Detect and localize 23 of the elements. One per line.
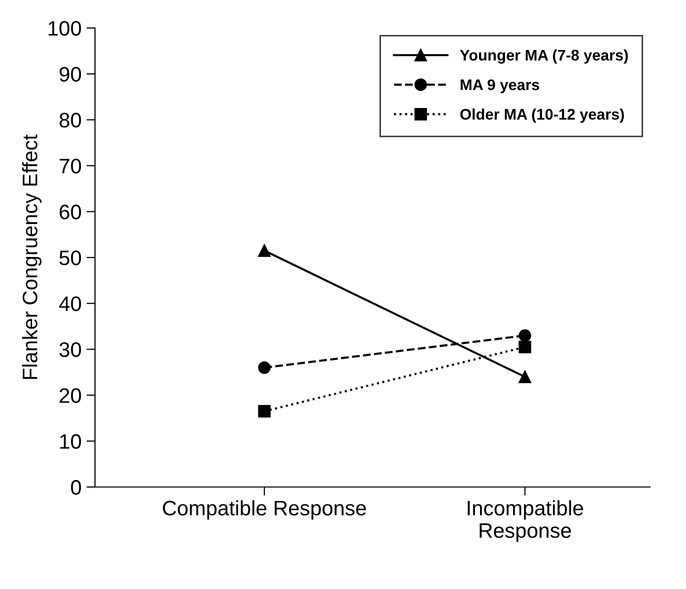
y-tick-label: 20 <box>60 388 81 403</box>
y-tick-label: 100 <box>48 21 81 36</box>
y-axis-title: Flanker Congruency Effect <box>22 134 42 379</box>
y-tick-label: 30 <box>59 342 81 358</box>
y-tick-label: 40 <box>59 296 81 312</box>
legend-label: Younger MA (7-8 years) <box>460 49 628 64</box>
y-tick-label: 10 <box>60 434 81 449</box>
y-tick-label: 90 <box>60 66 81 82</box>
point <box>258 244 271 257</box>
y-tick-label: 0 <box>71 480 81 495</box>
point <box>258 405 271 418</box>
legend-label: MA 9 years <box>460 79 540 94</box>
y-tick-label: 80 <box>60 112 81 128</box>
point <box>258 361 271 374</box>
legend-label: Older MA (10-12 years) <box>460 108 624 123</box>
point <box>518 370 532 384</box>
x-tick-label: Compatible Response <box>162 500 366 520</box>
y-tick-label: 70 <box>60 158 81 174</box>
point <box>518 329 532 342</box>
point <box>518 340 532 354</box>
y-tick-label: 50 <box>59 250 81 266</box>
y-tick-label: 60 <box>60 204 81 220</box>
x-tick-label: Incompatible Response <box>468 500 584 542</box>
